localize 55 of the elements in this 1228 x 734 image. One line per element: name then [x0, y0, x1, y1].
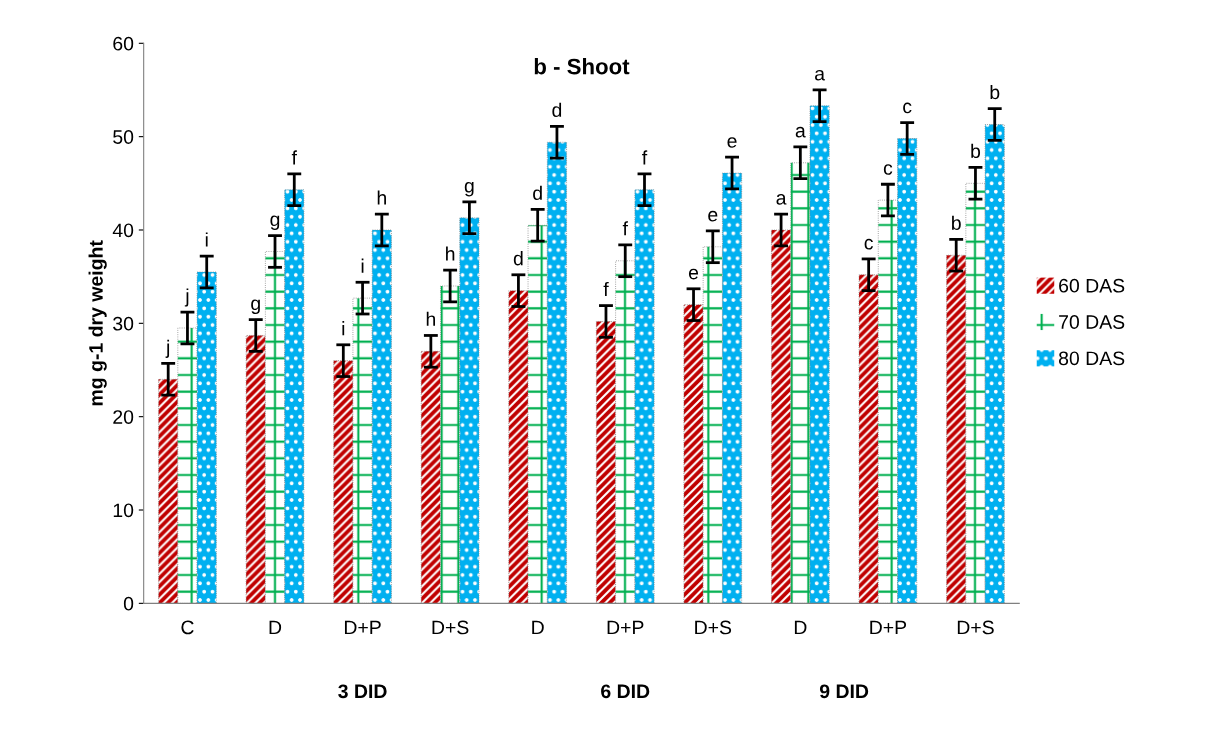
x-tick-label: D — [794, 620, 807, 635]
x-tick-label: D+S — [695, 620, 732, 635]
data-label: c — [883, 164, 893, 175]
x-tick-label: D+P — [607, 620, 644, 635]
data-label: h — [426, 311, 436, 326]
y-tick-label: 60 — [113, 36, 134, 51]
data-label: g — [464, 181, 474, 197]
data-label: a — [815, 69, 826, 81]
y-tick-label: 40 — [112, 223, 134, 238]
y-tick-label: 50 — [113, 130, 134, 144]
legend-label: 60 DAS — [1059, 278, 1125, 293]
data-label: g — [270, 215, 280, 231]
data-label: e — [708, 210, 718, 222]
x-tick-label: D — [269, 620, 282, 635]
legend-label: 80 DAS — [1058, 351, 1125, 366]
data-label: e — [727, 137, 737, 148]
data-label: i — [342, 321, 345, 336]
data-label: c — [903, 102, 912, 114]
data-label: d — [533, 185, 542, 201]
text: 6 DID — [601, 684, 650, 699]
data-label: b — [971, 143, 981, 159]
data-label: a — [776, 194, 787, 205]
data-label: i — [361, 258, 364, 273]
data-label: f — [622, 221, 628, 236]
data-label: d — [552, 102, 562, 117]
legend-label: 70 DAS — [1059, 315, 1125, 329]
y-tick-label: 0 — [123, 596, 134, 611]
data-label: j — [165, 339, 170, 358]
data-label: f — [291, 150, 297, 165]
data-label: g — [251, 299, 260, 315]
data-label: h — [446, 246, 455, 261]
x-tick-label: D+S — [432, 620, 469, 635]
x-tick-label: D+S — [957, 620, 994, 635]
x-tick-label: C — [181, 620, 194, 635]
y-axis-title: mg g-1 dry weight — [88, 240, 107, 406]
text: b - Shoot — [534, 58, 630, 75]
data-label: f — [642, 150, 648, 165]
y-tick-label: 20 — [113, 410, 134, 424]
data-label: h — [377, 190, 386, 205]
x-tick-label: D — [532, 620, 544, 635]
data-label: d — [513, 251, 523, 266]
y-tick-label: 30 — [113, 316, 134, 331]
data-label: b — [952, 215, 961, 230]
y-tick-label: 10 — [113, 503, 134, 518]
x-tick-label: D+P — [870, 620, 907, 635]
data-label: a — [795, 126, 806, 138]
data-label: i — [205, 232, 208, 247]
data-label: b — [990, 84, 1000, 100]
data-label: f — [603, 281, 609, 296]
data-label: c — [864, 238, 873, 250]
data-label: j — [184, 288, 189, 307]
data-label: e — [688, 268, 699, 280]
text: 9 DID — [819, 684, 869, 699]
text: 3 DID — [338, 684, 387, 699]
x-tick-label: D+P — [344, 620, 381, 635]
